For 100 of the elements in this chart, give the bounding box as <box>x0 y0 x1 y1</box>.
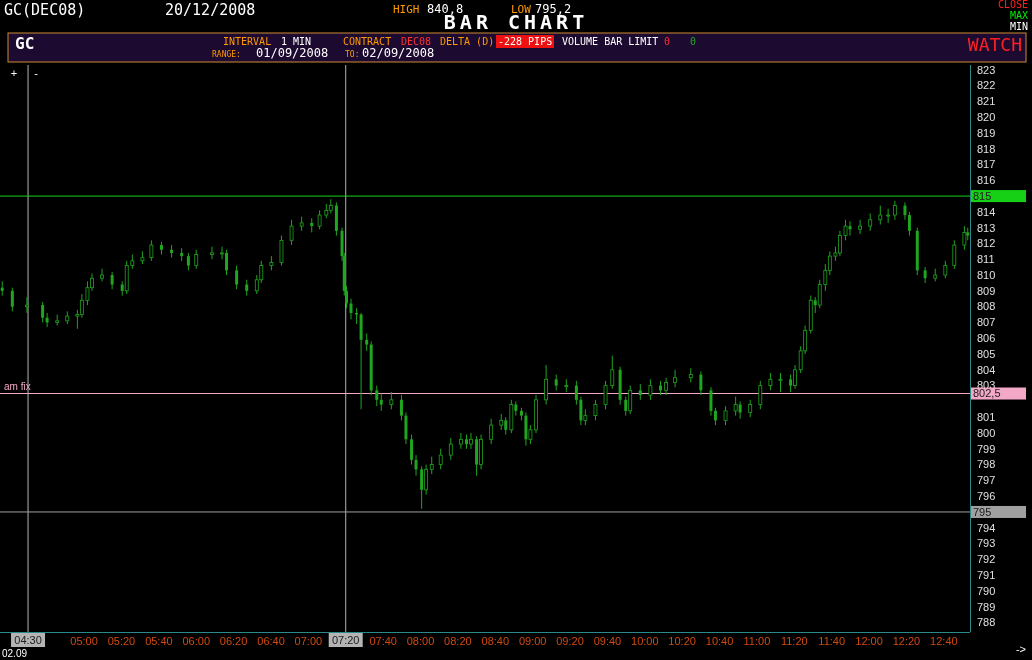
candlestick <box>399 394 403 421</box>
x-tick-label: 08:40 <box>481 635 510 647</box>
x-tick-label: 12:20 <box>892 635 921 647</box>
candlestick <box>709 386 713 417</box>
y-tick-label: 820 <box>977 110 996 123</box>
y-tick-label: 791 <box>977 568 996 581</box>
annotation: + <box>10 67 18 79</box>
x-tick-label: 10:20 <box>668 635 696 647</box>
text: WATCH <box>967 34 1022 55</box>
x-tick-label: 09:40 <box>593 635 622 647</box>
candlestick <box>149 239 154 262</box>
y-tick-label: 823 <box>977 63 996 76</box>
candlestick <box>593 399 598 421</box>
text: 02/09/2008 <box>362 46 435 60</box>
text: DEC08 <box>401 36 432 47</box>
candlestick <box>793 364 797 390</box>
candlestick <box>489 418 494 445</box>
x-tick-label: 08:00 <box>406 635 435 647</box>
y-tick-label: 812 <box>977 237 996 250</box>
candlestick <box>25 296 29 314</box>
text: CONTRACT <box>343 36 392 47</box>
candlestick <box>544 364 549 406</box>
annotation: - <box>34 67 39 79</box>
text: MAX <box>1009 10 1028 21</box>
annotation: am fix <box>4 381 31 392</box>
text: LOW <box>511 3 532 16</box>
x-tick-label: 11:00 <box>743 635 771 647</box>
candlestick <box>574 380 578 406</box>
y-tick-label: 805 <box>977 347 996 360</box>
candlestick <box>317 209 322 230</box>
y-tick-label: 819 <box>977 126 996 139</box>
candlestick <box>699 370 703 396</box>
x-tick-label: 10:00 <box>631 635 659 647</box>
candlestick <box>349 298 353 320</box>
x-tick-label: 12:00 <box>855 635 883 647</box>
y-tick-label: 798 <box>977 458 996 471</box>
text: CLOSE <box>997 0 1028 10</box>
candlestick <box>410 434 414 466</box>
y-tick-label: 818 <box>977 142 996 155</box>
candlestick <box>438 448 443 470</box>
y-tick-label: 797 <box>977 474 996 487</box>
text: RANGE: <box>212 50 241 59</box>
y-tick-label: 807 <box>977 316 996 329</box>
candlestick <box>41 301 45 323</box>
candlestick <box>235 265 239 290</box>
candlestick <box>420 465 424 510</box>
ref-line-label: 07:20 <box>331 634 360 646</box>
text: GC <box>15 34 35 53</box>
candlestick <box>758 380 763 410</box>
x-tick-label: 07:00 <box>294 635 323 647</box>
candlestick <box>892 200 897 221</box>
y-tick-label: 821 <box>977 95 996 108</box>
y-tick-label: 806 <box>977 332 996 345</box>
text: DELTA (D) <box>440 36 495 47</box>
candlestick <box>100 268 104 282</box>
candlestick <box>448 437 453 461</box>
y-tick-label: 799 <box>977 442 996 455</box>
candlestick <box>279 235 284 267</box>
y-tick-label: 808 <box>977 300 996 313</box>
ref-line-label: 795 <box>973 505 992 518</box>
candlestick <box>907 211 911 237</box>
candlestick <box>903 201 907 221</box>
candlestick <box>10 287 14 312</box>
x-tick-label: 05:40 <box>145 635 173 647</box>
candlestick <box>404 411 408 445</box>
candlestick <box>210 246 214 260</box>
candlestick <box>469 432 473 450</box>
y-tick-label: 804 <box>977 363 996 376</box>
candlestick <box>778 372 783 393</box>
candlestick <box>414 454 418 477</box>
candlestick <box>194 249 199 270</box>
x-tick-label: 10:40 <box>705 635 734 647</box>
x-tick-label: 06:20 <box>219 635 248 647</box>
candlestick <box>923 266 927 284</box>
y-tick-label: 792 <box>977 553 996 566</box>
text: VOLUME BAR LIMIT <box>562 36 659 47</box>
y-tick-label: 794 <box>977 521 996 534</box>
text: MIN <box>1009 21 1028 32</box>
x-tick-label: 07:40 <box>369 635 397 647</box>
candlestick <box>628 385 633 415</box>
x-tick-label: 12:40 <box>930 635 958 647</box>
y-tick-label: 788 <box>977 616 996 629</box>
text: 02.09 <box>2 648 28 659</box>
ref-line-label: 815 <box>973 189 992 202</box>
y-tick-label: 809 <box>977 284 996 297</box>
x-tick-label: 05:00 <box>70 635 98 647</box>
text: 0 <box>690 36 697 47</box>
text: 1 MIN <box>281 36 312 47</box>
candlestick <box>458 432 463 450</box>
candlestick <box>733 396 738 417</box>
text: -> <box>1015 643 1026 655</box>
candlestick <box>424 464 429 496</box>
candlestick <box>952 239 957 270</box>
y-tick-label: 796 <box>977 490 996 503</box>
y-tick-label: 816 <box>977 174 996 187</box>
text: 01/09/2008 <box>256 46 329 60</box>
y-tick-label: 801 <box>977 411 996 424</box>
y-tick-label: 800 <box>977 426 996 439</box>
candlestick <box>648 378 653 401</box>
candlestick <box>610 355 615 390</box>
